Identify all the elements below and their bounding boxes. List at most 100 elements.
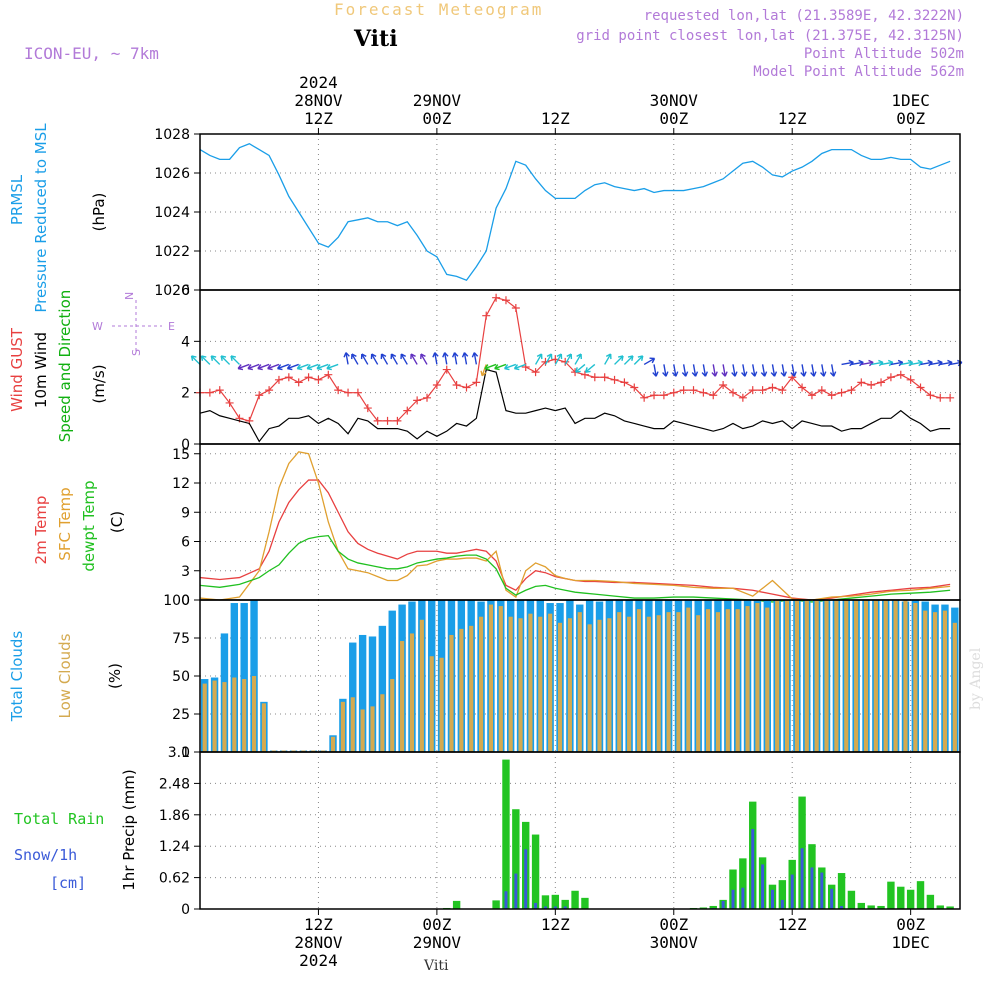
compass-e: E	[168, 320, 175, 333]
total-clouds-label: Total Clouds	[8, 631, 26, 723]
wind-direction-arrow	[453, 352, 458, 365]
snow-bar	[840, 905, 844, 909]
wind-direction-arrow	[230, 355, 240, 365]
low-cloud-bar	[863, 600, 869, 752]
wind-direction-arrow	[771, 364, 776, 377]
gust-point	[936, 393, 945, 402]
wind-direction-arrow	[692, 364, 697, 377]
wind-arrowhead	[504, 364, 510, 371]
wind-arrowhead	[200, 355, 207, 361]
low-cloud-bar	[222, 682, 227, 752]
wind-arrowhead	[380, 353, 387, 360]
snow-bar	[830, 888, 834, 909]
low-cloud-bar	[804, 600, 809, 752]
rain-bar	[541, 895, 550, 909]
wind-direction-arrow	[434, 352, 438, 365]
wind-arrowhead	[494, 364, 500, 371]
low-cloud-bar	[478, 616, 484, 752]
model-label: ICON-EU, ~ 7km	[24, 44, 159, 63]
temp-sfc-line	[199, 451, 951, 601]
wind-direction-arrow	[791, 364, 795, 377]
wind-direction-arrow	[910, 361, 923, 366]
gust-point	[580, 370, 589, 379]
rain-bar	[512, 809, 520, 909]
x-tick-label-bottom: 29NOV	[413, 933, 462, 952]
gust-point	[472, 378, 481, 387]
wind-arrowhead	[546, 353, 553, 360]
gust-point	[669, 388, 678, 397]
low-cloud-bar	[548, 613, 553, 752]
rain-bar	[946, 906, 954, 909]
wind-arrowhead	[760, 371, 768, 377]
snow-bar	[563, 906, 567, 909]
low-cloud-bar	[528, 613, 533, 752]
wind-arrowhead	[556, 353, 563, 360]
panel-frame	[199, 751, 961, 910]
requested-coords: requested lon,lat (21.3589E, 42.3222N)	[643, 8, 964, 24]
gust-point	[600, 373, 609, 382]
low-cloud-bar	[735, 609, 740, 752]
wind-arrowhead	[420, 353, 426, 360]
low-cloud-bar	[360, 709, 365, 752]
x-tick-label-top: 00Z	[422, 109, 451, 128]
gust-point	[837, 388, 846, 397]
snow-bar	[770, 889, 774, 909]
gust-point	[274, 375, 283, 384]
pressure-unit: (hPa)	[90, 193, 108, 232]
gust-point	[926, 391, 935, 400]
wind-arrowhead	[820, 371, 827, 377]
x-tick-label-top: 00Z	[659, 109, 688, 128]
low-cloud-bar	[538, 616, 543, 752]
wind-direction-arrow	[463, 352, 468, 365]
low-cloud-bar	[903, 600, 908, 752]
chart-title: Forecast Meteogram	[334, 0, 544, 19]
y-tick-label: 15	[172, 447, 190, 463]
wind-arrowhead	[721, 371, 728, 377]
low-cloud-bar	[577, 612, 582, 752]
point-altitude: Point Altitude 502m	[803, 46, 964, 62]
wind-direction-arrow	[585, 363, 596, 373]
wind-arrowhead	[326, 364, 332, 371]
y-tick-label: 1022	[154, 244, 190, 260]
location-title: Viti	[354, 26, 398, 52]
wind-direction-arrow	[247, 363, 260, 370]
gust-point	[205, 388, 214, 397]
low-cloud-bar	[725, 609, 730, 752]
wind-direction-arrow	[410, 353, 418, 365]
low-cloud-bar	[933, 612, 938, 752]
rain-bar	[709, 905, 717, 909]
y-tick-label: 12	[172, 476, 190, 492]
low-cloud-bar	[380, 694, 385, 752]
gust-point	[630, 383, 639, 392]
rain-bar	[867, 905, 875, 909]
rain-bar	[887, 881, 895, 909]
wind-direction-arrow	[682, 364, 687, 377]
gust-point	[393, 416, 402, 425]
wind-arrowhead	[731, 371, 738, 377]
wind-direction-arrow	[534, 353, 543, 365]
wind-direction-arrow	[663, 364, 667, 377]
wind-direction-arrow	[871, 361, 884, 366]
gust-point	[255, 391, 264, 400]
low-cloud-bar	[291, 750, 296, 752]
rain-bar	[571, 890, 579, 909]
low-cloud-bar	[242, 679, 247, 752]
wind-direction-arrow	[841, 361, 854, 366]
gust-point	[294, 378, 303, 387]
wind-direction-arrow	[220, 355, 231, 365]
wind-direction-arrow	[752, 364, 756, 377]
wind-direction-arrow	[514, 363, 526, 370]
rain-bar	[837, 873, 846, 909]
low-cloud-bar	[607, 618, 612, 752]
wind-arrowhead	[649, 357, 656, 364]
snow-bar	[534, 902, 538, 909]
low-cloud-bar	[952, 622, 957, 752]
gust-point	[896, 370, 905, 379]
low-cloud-bar	[893, 600, 898, 752]
rain-bar	[877, 905, 885, 909]
panel-frame	[199, 443, 961, 601]
y-tick-label: 1028	[154, 127, 190, 143]
wind-direction-arrow	[481, 364, 487, 376]
y-tick-label: 3	[181, 564, 190, 580]
low-cloud-bar	[646, 616, 651, 752]
